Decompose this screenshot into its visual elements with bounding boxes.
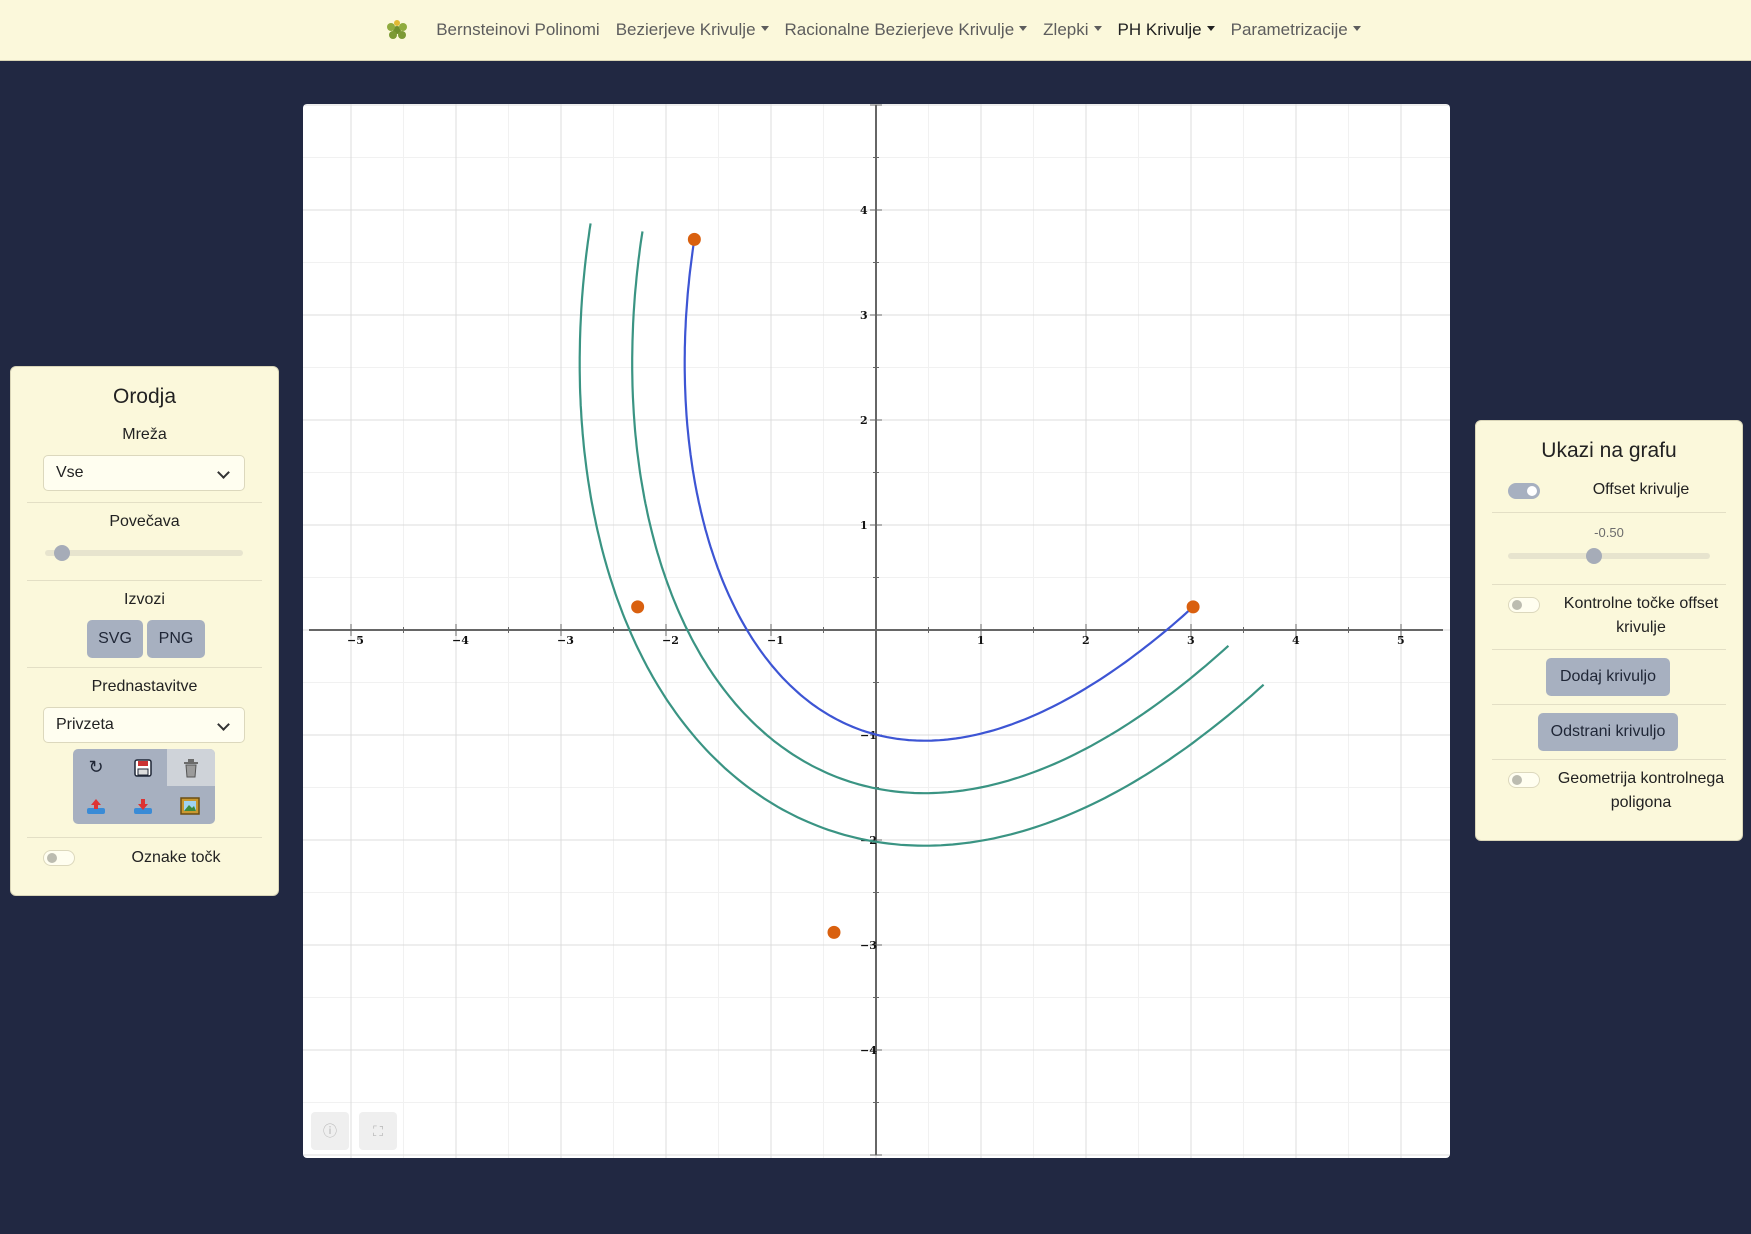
caret-down-icon xyxy=(1019,25,1028,31)
nav-item-label: PH Krivulje xyxy=(1117,20,1202,39)
control-point xyxy=(1186,600,1200,614)
export-svg-button[interactable]: SVG xyxy=(87,620,143,658)
graph-board[interactable]: −5 −4 −3 −2 −1 1 2 3 4 5 4 3 2 1 −1 −2 −3 −4 ⓘ ⛶ xyxy=(303,104,1450,1158)
offset-toggle[interactable] xyxy=(1508,483,1540,499)
logo-icon[interactable] xyxy=(382,15,412,45)
trash-icon[interactable] xyxy=(167,749,215,786)
divider xyxy=(27,502,262,503)
divider xyxy=(27,580,262,581)
caret-down-icon xyxy=(1093,25,1102,31)
export-png-button[interactable]: PNG xyxy=(147,620,205,658)
nav-item-2[interactable]: Racionalne Bezierjeve Krivulje xyxy=(785,20,1028,40)
preset-toolbox: ↻ xyxy=(73,749,215,824)
zoom-label: Povečava xyxy=(109,513,180,530)
reset-icon[interactable]: ↻ xyxy=(88,757,104,777)
chevron-down-icon xyxy=(217,466,230,479)
nav-item-1[interactable]: Bezierjeve Krivulje xyxy=(616,20,769,40)
divider xyxy=(1492,512,1726,513)
x-tick-label: −4 xyxy=(452,634,469,647)
show-title: Ukazi na grafu xyxy=(1541,439,1677,462)
offset-control-points-label: Kontrolne točke offset krivulje xyxy=(1563,595,1719,636)
tools-panel: Orodja Mreža Vse Povečava Izvozi SVG PNG… xyxy=(10,366,279,896)
nav-item-label: Bernsteinovi Polinomi xyxy=(436,20,600,39)
tools-title: Orodja xyxy=(112,385,177,408)
x-tick-label: −2 xyxy=(662,634,679,647)
info-icon[interactable]: ⓘ xyxy=(311,1112,349,1150)
divider xyxy=(27,667,262,668)
x-tick-label: 2 xyxy=(1082,634,1090,647)
point-labels-toggle[interactable] xyxy=(43,850,75,866)
image-icon[interactable] xyxy=(167,787,213,824)
x-tick-label: 3 xyxy=(1187,634,1195,647)
remove-curve-button[interactable]: Odstrani krivuljo xyxy=(1538,713,1678,751)
control-polygon-geometry-toggle[interactable] xyxy=(1508,772,1540,788)
offset-value: -0.50 xyxy=(1594,525,1624,540)
x-tick-label: 5 xyxy=(1397,634,1405,647)
y-tick-label: −4 xyxy=(860,1044,877,1057)
y-tick-label: 1 xyxy=(860,519,868,532)
nav-item-3[interactable]: Zlepki xyxy=(1043,20,1102,40)
caret-down-icon xyxy=(1352,25,1361,31)
grid-select-value: Vse xyxy=(56,464,84,481)
presets-label: Prednastavitve xyxy=(91,678,198,695)
point-labels-label: Oznake točk xyxy=(131,849,221,866)
grid-label: Mreža xyxy=(122,426,167,443)
control-polygon-geometry-label: Geometrija kontrolnega poligona xyxy=(1557,770,1725,811)
offset-curve xyxy=(578,223,1265,847)
nav-item-label: Zlepki xyxy=(1043,20,1089,39)
offset-control-points-toggle[interactable] xyxy=(1508,597,1540,613)
offset-label: Offset krivulje xyxy=(1592,481,1690,498)
x-tick-label: −1 xyxy=(767,634,784,647)
ph-curve xyxy=(683,239,1194,742)
divider xyxy=(1492,649,1726,650)
control-point xyxy=(687,232,701,246)
fullscreen-icon[interactable]: ⛶ xyxy=(359,1112,397,1150)
nav-item-0[interactable]: Bernsteinovi Polinomi xyxy=(436,20,599,40)
y-tick-label: −3 xyxy=(860,939,877,952)
zoom-slider[interactable] xyxy=(45,545,243,561)
y-tick-label: 3 xyxy=(860,309,868,322)
nav-item-label: Racionalne Bezierjeve Krivulje xyxy=(784,20,1015,39)
x-tick-label: −5 xyxy=(347,634,364,647)
nav-item-5[interactable]: Parametrizacije xyxy=(1231,20,1361,40)
offset-slider[interactable] xyxy=(1508,548,1710,564)
nav-menu: Bernsteinovi Polinomi Bezierjeve Krivulje… xyxy=(428,20,1369,40)
nav-item-label: Bezierjeve Krivulje xyxy=(615,20,756,39)
offset-curve xyxy=(631,231,1230,795)
x-tick-label: 4 xyxy=(1292,634,1300,647)
show-panel: Ukazi na grafu Offset krivulje -0.50 Kon… xyxy=(1475,420,1743,841)
download-icon[interactable] xyxy=(120,787,166,824)
caret-down-icon xyxy=(760,25,769,31)
export-label: Izvozi xyxy=(124,591,165,608)
top-navbar: Bernsteinovi Polinomi Bezierjeve Krivulje… xyxy=(0,0,1751,61)
save-icon[interactable] xyxy=(120,749,166,786)
grid-select[interactable]: Vse xyxy=(43,455,245,491)
divider xyxy=(27,837,262,838)
control-point xyxy=(631,600,645,614)
divider xyxy=(1492,704,1726,705)
presets-select-value: Privzeta xyxy=(56,716,114,733)
divider xyxy=(1492,759,1726,760)
offset-slider-thumb[interactable] xyxy=(1586,548,1603,564)
control-point xyxy=(827,925,841,939)
nav-item-label: Parametrizacije xyxy=(1230,20,1348,39)
y-tick-label: 2 xyxy=(860,414,868,427)
x-tick-label: 1 xyxy=(977,634,985,647)
presets-select[interactable]: Privzeta xyxy=(43,707,245,743)
divider xyxy=(1492,584,1726,585)
chevron-down-icon xyxy=(217,718,230,731)
zoom-slider-thumb[interactable] xyxy=(54,545,71,561)
caret-down-icon xyxy=(1206,25,1215,31)
upload-icon[interactable] xyxy=(73,787,119,824)
add-curve-button[interactable]: Dodaj krivuljo xyxy=(1546,658,1670,696)
y-tick-label: 4 xyxy=(860,204,868,217)
x-tick-label: −3 xyxy=(557,634,574,647)
nav-item-4[interactable]: PH Krivulje xyxy=(1118,20,1215,40)
